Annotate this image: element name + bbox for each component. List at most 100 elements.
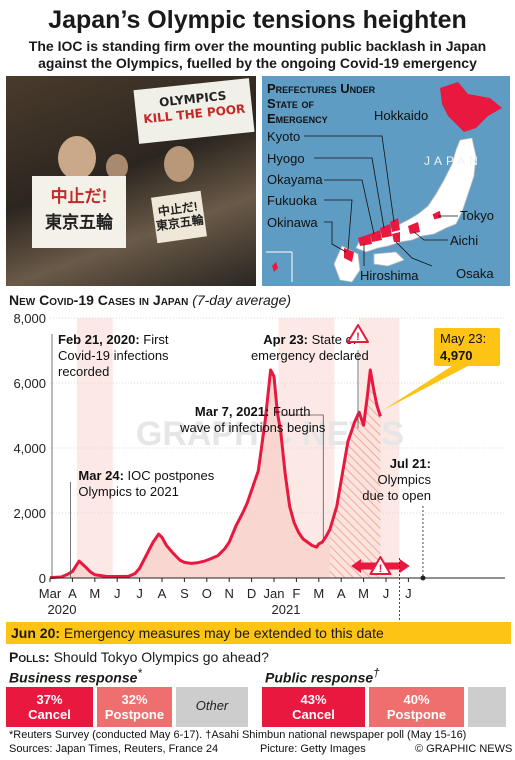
- label-kyoto: Kyoto: [267, 129, 301, 144]
- subtitle-line-2: against the Olympics, fuelled by the ong…: [38, 55, 477, 71]
- poll-percent: 32%: [121, 692, 148, 707]
- x-tick-label: A: [337, 586, 346, 601]
- warning-icon: !: [347, 324, 369, 343]
- y-tick-label: 4,000: [13, 441, 46, 456]
- y-tick-label: 0: [39, 571, 46, 586]
- callout-may23-box: [434, 328, 500, 366]
- protest-photo: OLYMPICS KILL THE POOR 中止だ! 東京五輪 中止だ! 東京…: [6, 76, 256, 286]
- protester-figure: [58, 136, 96, 180]
- projection-arrow-right: [399, 559, 410, 573]
- shaded-period-emergency-1: [76, 318, 113, 578]
- hokkaido-shape: [440, 82, 502, 132]
- warning-icon-june-triangle: [369, 556, 392, 575]
- annotation-apr23-text: State of: [308, 332, 357, 347]
- poll-segment-other: [468, 687, 506, 727]
- country-label: JAPAN: [424, 154, 482, 168]
- page-subtitle: The IOC is standing firm over the mounti…: [0, 38, 515, 72]
- kyushu-shape: [333, 245, 361, 283]
- shikoku-shape: [373, 251, 405, 267]
- annotation-feb21-line-2: Covid-19 infections: [58, 348, 169, 363]
- poll-label: Postpone: [386, 707, 447, 722]
- tokyo-shape: [431, 209, 443, 221]
- business-response-title: Business response*: [9, 667, 142, 686]
- label-okinawa: Okinawa: [267, 215, 318, 230]
- x-tick-label: S: [180, 586, 189, 601]
- map-title: Prefectures Under State of Emergency: [267, 81, 376, 126]
- public-response-title: Public response†: [265, 667, 380, 686]
- x-tick-label: O: [202, 586, 212, 601]
- x-tick-label: M: [358, 586, 369, 601]
- callout-may23-label: May 23:: [440, 331, 486, 346]
- polls-title: Polls: Should Tokyo Olympics go ahead?: [9, 649, 269, 665]
- annotation-mar7-line-1: Mar 7, 2021: Fourth: [195, 404, 311, 419]
- poll-segment-postpone: 40% Postpone: [369, 687, 464, 727]
- protest-sign: 中止だ! 東京五輪: [32, 176, 126, 248]
- x-tick-label: J: [383, 586, 390, 601]
- x-year-label: 2020: [48, 602, 77, 617]
- poll-label: Cancel: [28, 707, 71, 722]
- annotation-jul21-line-2: Olympics: [378, 472, 432, 487]
- x-tick-label: A: [68, 586, 77, 601]
- projection-arrow-left: [351, 559, 362, 573]
- annotation-mar24-bold: Mar 24:: [78, 468, 124, 483]
- x-tick-label: N: [225, 586, 234, 601]
- june-note: Jun 20: Emergency measures may be extend…: [6, 622, 511, 644]
- poll-label: Other: [195, 698, 229, 713]
- x-tick-label: M: [89, 586, 100, 601]
- fukuoka-shape: [344, 248, 354, 262]
- warning-icon-triangle: [347, 324, 369, 343]
- annotation-mar24-line-1: Mar 24: IOC postpones: [78, 468, 214, 483]
- covid-cases-chart: GRAPHIC NEWS 02,0004,0006,0008,000MarAMJ…: [13, 311, 505, 620]
- protester-figure: [106, 154, 128, 180]
- label-hyogo: Hyogo: [267, 151, 305, 166]
- protester-figure: [164, 146, 194, 182]
- japan-map-shape: [266, 82, 502, 283]
- annotation-apr23-line-1: Apr 23: State of: [263, 332, 357, 347]
- area-fill: [50, 370, 330, 578]
- graphic-credit: © GRAPHIC NEWS: [415, 743, 513, 755]
- hiroshima-shape: [358, 234, 372, 246]
- survey-footnote: *Reuters Survey (conducted May 6-17). †A…: [9, 729, 467, 741]
- page-title: Japan’s Olympic tensions heighten: [48, 6, 467, 34]
- marker-jul21: [420, 575, 426, 581]
- x-tick-label: J: [114, 586, 121, 601]
- annotation-mar24-text: IOC postpones: [124, 468, 215, 483]
- y-tick-label: 8,000: [13, 311, 46, 326]
- subtitle-line-1: The IOC is standing firm over the mounti…: [28, 38, 487, 54]
- annotation-feb21-bold: Feb 21, 2020:: [58, 332, 140, 347]
- y-tick-label: 2,000: [13, 506, 46, 521]
- label-hokkaido: Hokkaido: [374, 108, 429, 123]
- annotation-mar24-line-2: Olympics to 2021: [78, 484, 178, 499]
- label-okayama: Okayama: [267, 172, 323, 187]
- aichi-shape: [408, 222, 420, 234]
- label-tokyo: Tokyo: [460, 208, 494, 223]
- x-tick-label: J: [136, 586, 143, 601]
- poll-segment-other: Other: [176, 687, 248, 727]
- x-tick-label: F: [292, 586, 300, 601]
- warning-icon-mark: !: [356, 331, 360, 343]
- chart-title: New Covid-19 Cases in Japan (7-day avera…: [9, 292, 292, 308]
- x-tick-label: A: [158, 586, 167, 601]
- x-tick-label: D: [247, 586, 256, 601]
- area-fill-projection: [330, 370, 381, 578]
- x-tick-label: Mar: [39, 586, 62, 601]
- annotation-jul21-line-1: Jul 21:: [390, 456, 431, 471]
- annotation-jul21-line-3: due to open: [362, 488, 431, 503]
- poll-percent: 40%: [403, 692, 430, 707]
- annotation-mar7-bold: Mar 7, 2021:: [195, 404, 269, 419]
- callout-may23-value: 4,970: [440, 348, 473, 363]
- annotation-mar7-line-2: wave of infections begins: [179, 420, 326, 435]
- picture-credit: Picture: Getty Images: [260, 743, 366, 755]
- x-tick-label: Jan: [264, 586, 285, 601]
- poll-label: Cancel: [292, 707, 335, 722]
- japan-map: Prefectures Under State of Emergency JAP…: [262, 76, 510, 286]
- label-fukuoka: Fukuoka: [267, 193, 317, 208]
- label-hiroshima: Hiroshima: [360, 268, 419, 283]
- poll-percent: 37%: [36, 692, 63, 707]
- poll-segment-cancel: 43% Cancel: [262, 687, 365, 727]
